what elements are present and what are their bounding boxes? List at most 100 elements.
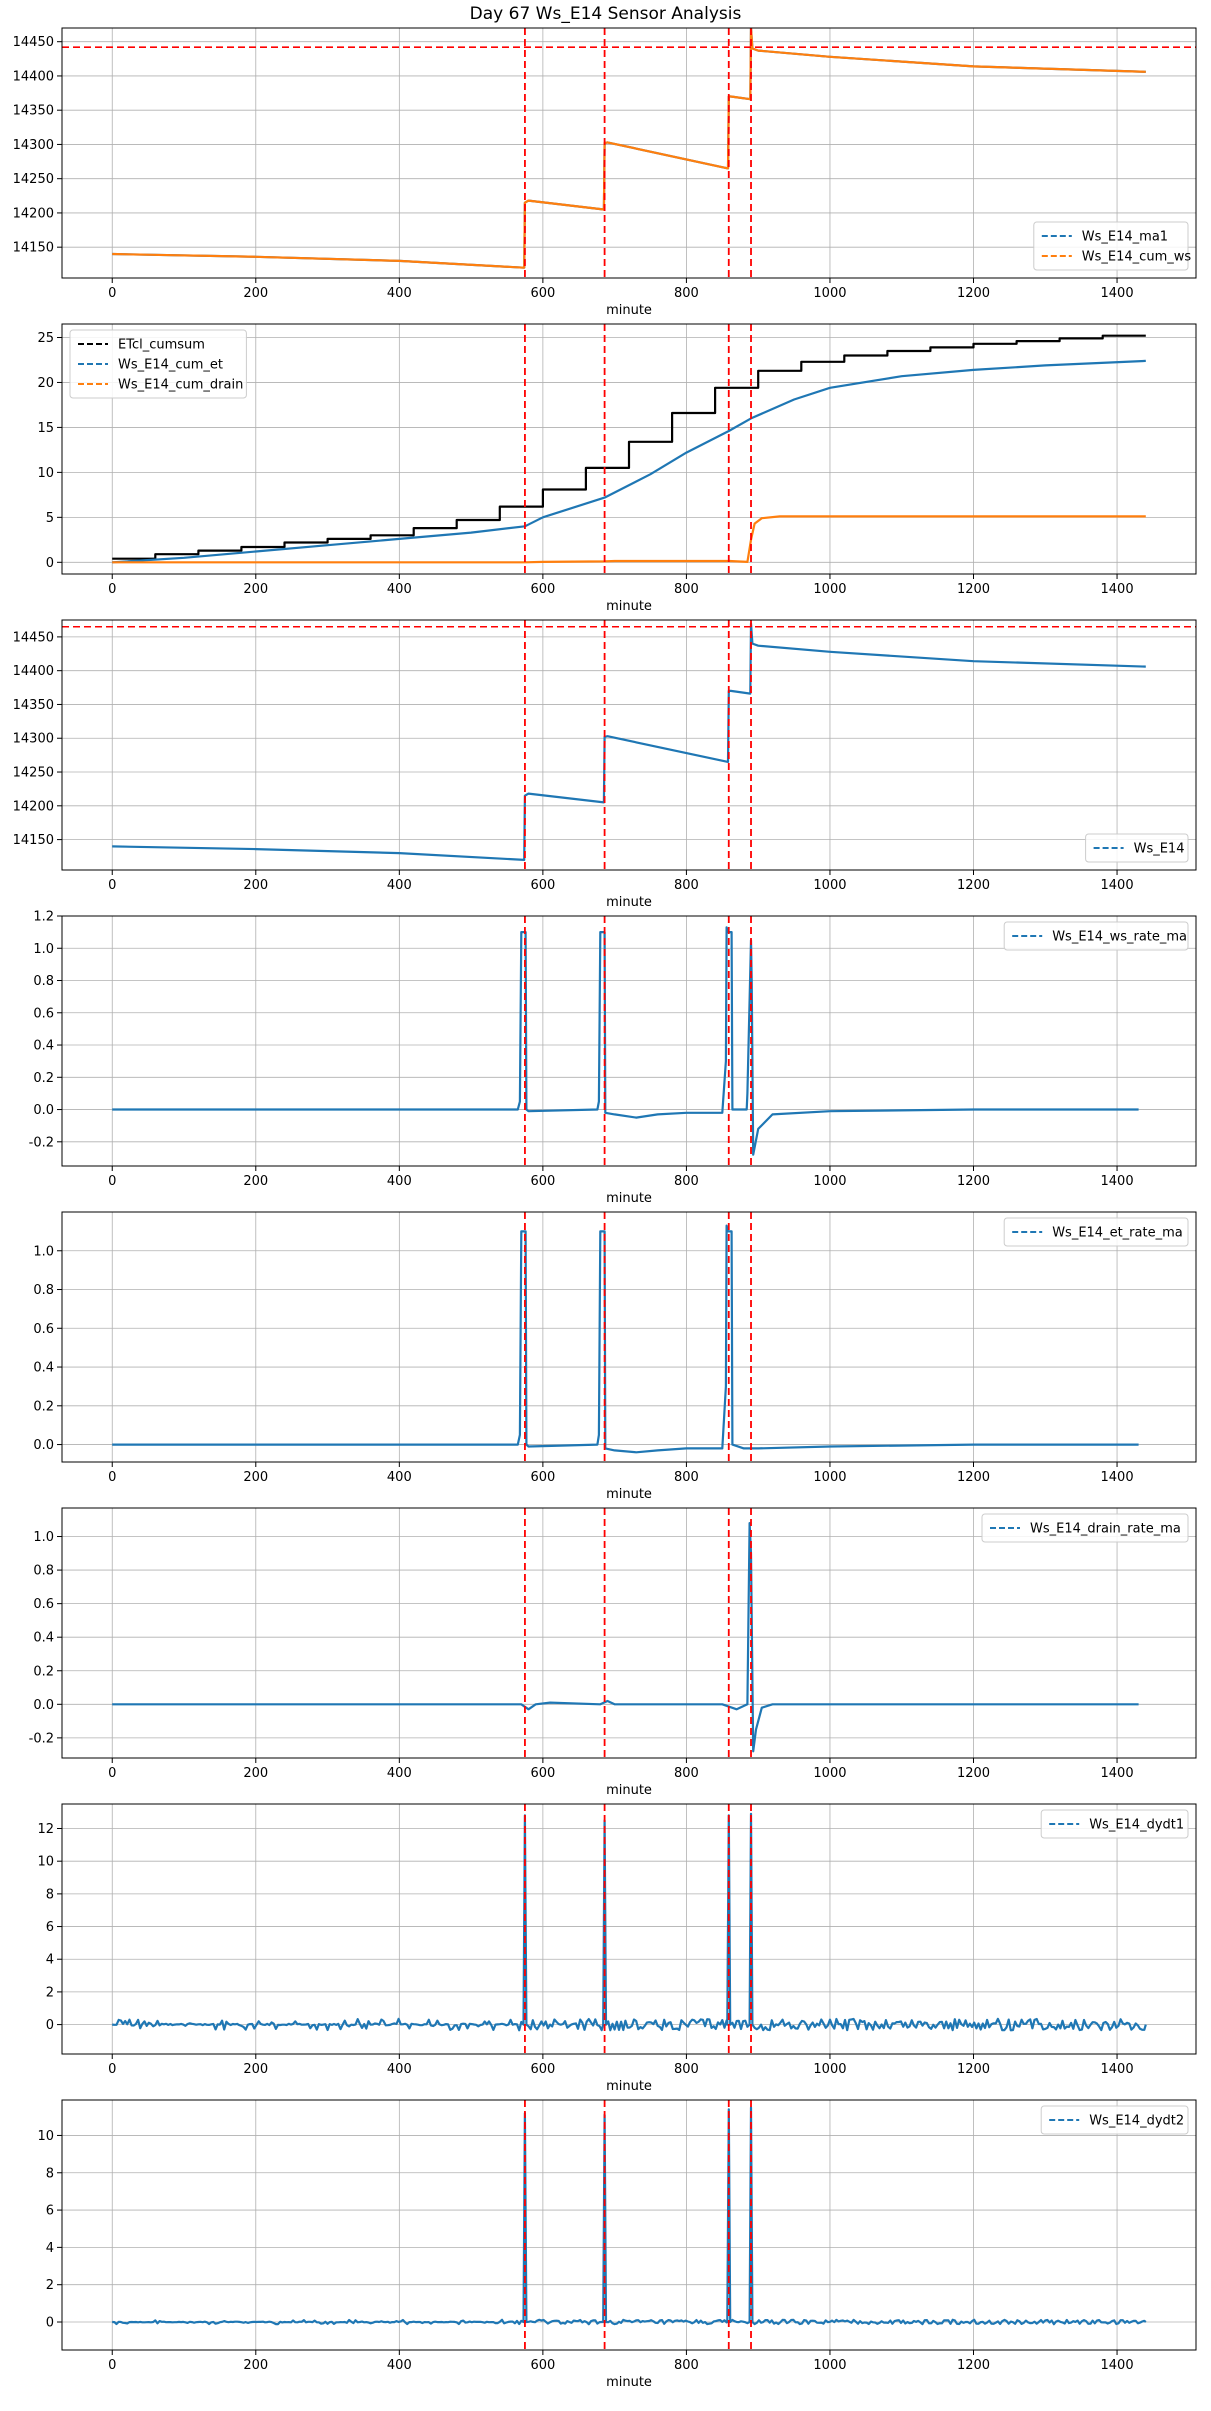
x-tick-label: 1200 [957,1470,990,1485]
x-axis-label: minute [606,599,652,614]
series-line-1 [112,926,1139,1156]
subplot-6: 0 200 400 600 800 1000 1200 1400 minute -0.2 0.0 0.… [29,1507,1197,1798]
x-tick-label: 1400 [1101,1174,1134,1189]
subplot-5: 0 200 400 600 800 1000 1200 1400 minute 0.0 0.2 0.4… [33,1211,1197,1502]
legend: Ws_E14_ws_rate_ma [1003,921,1189,951]
y-tick-label: 6 [46,2204,54,2219]
legend-label: ETcl_cumsum [118,338,205,353]
y-tick-label: 0.8 [33,1564,54,1579]
y-tick-label: 0 [46,556,54,571]
y-tick-label: 4 [46,2241,54,2256]
y-tick-label: 14300 [13,732,54,747]
y-tick-label: 8 [46,2166,54,2181]
x-axis-label: minute [606,1487,652,1502]
legend-box [981,1513,1189,1543]
legend-box [1040,2105,1189,2135]
x-tick-label: 800 [674,878,699,893]
x-tick-label: 400 [387,1174,412,1189]
y-tick-label: 0.4 [33,1631,54,1646]
axes-frame [61,27,1197,279]
series-line-1 [112,622,1146,861]
x-tick-label: 0 [108,1174,116,1189]
x-tick-label: 600 [530,1470,555,1485]
x-tick-label: 800 [674,1174,699,1189]
y-tick-label: 10 [37,466,54,481]
y-tick-label: 0.4 [33,1039,54,1054]
series-line-2 [112,28,1146,269]
axes-frame [61,915,1197,1167]
y-tick-label: 2 [46,2278,54,2293]
x-tick-label: 1000 [813,286,846,301]
legend-label: Ws_E14_dydt1 [1089,1818,1184,1833]
x-tick-label: 200 [243,2062,268,2077]
legend-label: Ws_E14_cum_ws [1082,250,1192,265]
legend-label: Ws_E14_cum_et [118,358,223,373]
y-tick-label: 14450 [13,35,54,50]
x-axis-label: minute [606,303,652,318]
x-tick-label: 0 [108,1470,116,1485]
y-tick-label: 14250 [13,766,54,781]
x-axis-label: minute [606,2375,652,2390]
x-tick-label: 400 [387,582,412,597]
y-tick-label: 0.0 [33,1438,54,1453]
x-tick-label: 600 [530,1174,555,1189]
y-tick-label: -0.2 [29,1731,54,1746]
y-tick-label: -0.2 [29,1135,54,1150]
y-tick-label: 10 [37,2129,54,2144]
axes-frame [61,619,1197,871]
y-tick-label: 0.2 [33,1664,54,1679]
legend: ETcl_cumsum Ws_E14_cum_et Ws_E14_cum_drain [69,329,247,399]
legend-box [1085,833,1189,863]
x-tick-label: 600 [530,1766,555,1781]
x-tick-label: 600 [530,2062,555,2077]
x-tick-label: 200 [243,1766,268,1781]
y-tick-label: 0.6 [33,1597,54,1612]
legend-label: Ws_E14_dydt2 [1089,2114,1184,2129]
x-axis-label: minute [606,1191,652,1206]
x-tick-label: 1200 [957,1174,990,1189]
x-tick-label: 1200 [957,582,990,597]
x-tick-label: 200 [243,582,268,597]
y-tick-label: 0.0 [33,1698,54,1713]
axes-frame [61,323,1197,575]
y-tick-label: 1.2 [33,910,54,925]
y-tick-label: 0.6 [33,1006,54,1021]
series-line-1 [112,2106,1147,2326]
legend-label: Ws_E14_ws_rate_ma [1052,930,1187,945]
legend-box [1033,221,1189,271]
legend-box [69,329,247,399]
x-tick-label: 1000 [813,878,846,893]
legend-box [1040,1809,1189,1839]
y-tick-label: 10 [37,1855,54,1870]
figure-title: Day 67 Ws_E14 Sensor Analysis [469,4,742,24]
y-tick-label: 0.6 [33,1322,54,1337]
y-tick-label: 2 [46,1985,54,2000]
y-tick-label: 0 [46,2316,54,2331]
legend-label: Ws_E14_et_rate_ma [1052,1226,1183,1241]
plot-area [112,28,1146,269]
subplot-7: 0 200 400 600 800 1000 1200 1400 minute 0 2 4 6 8 10 12… [37,1803,1197,2094]
y-tick-label: 14150 [13,241,54,256]
y-tick-label: 1.0 [33,942,54,957]
x-tick-label: 1000 [813,1174,846,1189]
y-tick-label: 5 [46,511,54,526]
plot-area [112,1812,1147,2032]
x-tick-label: 400 [387,286,412,301]
y-tick-label: 0.2 [33,1071,54,1086]
x-axis-label: minute [606,1783,652,1798]
subplot-4: 0 200 400 600 800 1000 1200 1400 minute -0.2 0.0 0.… [29,910,1197,1206]
subplot-8: 0 200 400 600 800 1000 1200 1400 minute 0 2 4 6 8 10 Ws… [37,2099,1197,2390]
plot-area [112,926,1139,1156]
x-tick-label: 200 [243,878,268,893]
series-line-2 [112,359,1146,564]
legend: Ws_E14_drain_rate_ma [981,1513,1189,1543]
y-tick-label: 0.8 [33,1283,54,1298]
y-tick-label: 14400 [13,664,54,679]
x-tick-label: 1000 [813,582,846,597]
x-tick-label: 400 [387,1766,412,1781]
axes-frame [61,1507,1197,1759]
y-tick-label: 20 [37,376,54,391]
legend: Ws_E14_et_rate_ma [1003,1217,1189,1247]
x-axis-label: minute [606,895,652,910]
legend-label: Ws_E14_drain_rate_ma [1030,1522,1181,1537]
